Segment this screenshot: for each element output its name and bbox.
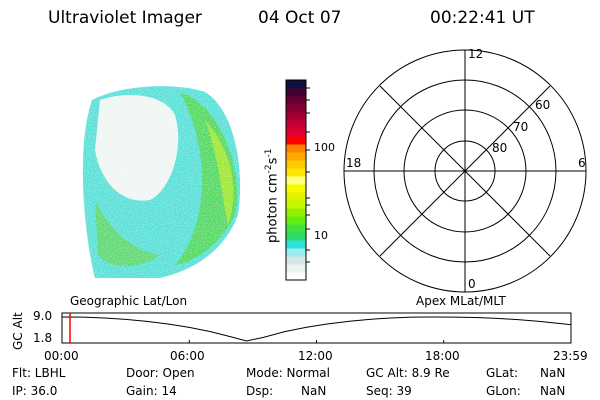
mlt-label-18: 18 xyxy=(346,156,362,170)
colorbar-band xyxy=(286,160,306,169)
colorbar-band xyxy=(286,104,306,113)
xtick-1200: 12:00 xyxy=(298,349,333,363)
door-status: Door: Open xyxy=(126,366,195,380)
mlt-label-12: 12 xyxy=(468,47,484,61)
ytick-9: 9.0 xyxy=(33,309,53,323)
colorbar-band xyxy=(286,248,306,257)
lat-label-80: 80 xyxy=(492,141,508,155)
ip-status: IP: 36.0 xyxy=(12,384,58,398)
colorbar-band xyxy=(286,224,306,233)
polar-diagonal xyxy=(379,85,551,257)
timeline-frame xyxy=(61,312,572,344)
lat-label-60: 60 xyxy=(535,98,551,112)
ytick-1-8: 1.8 xyxy=(33,331,53,345)
colorbar-band xyxy=(286,88,306,97)
colorbar-tick-10: 10 xyxy=(314,229,328,242)
colorbar-band xyxy=(286,96,306,105)
colorbar-band xyxy=(286,152,306,161)
apex-label: Apex MLat/MLT xyxy=(416,294,506,308)
colorbar-band xyxy=(286,216,306,225)
geographic-label: Geographic Lat/Lon xyxy=(70,294,188,308)
seq-status: Seq: 39 xyxy=(366,384,412,398)
colorbar-band xyxy=(286,264,306,273)
colorbar-band xyxy=(286,272,306,281)
xtick-0600: 06:00 xyxy=(170,349,205,363)
colorbar-band xyxy=(286,176,306,185)
xtick-2359: 23:59 xyxy=(553,349,588,363)
xtick-0000: 00:00 xyxy=(44,349,79,363)
mlt-label-0: 0 xyxy=(468,277,476,291)
colorbar-band xyxy=(286,80,306,89)
instrument-title: Ultraviolet Imager xyxy=(48,8,202,28)
colorbar-band xyxy=(286,184,306,193)
colorbar-band xyxy=(286,256,306,265)
mode-status: Mode: Normal xyxy=(246,366,330,380)
colorbar-band xyxy=(286,192,306,201)
gain-status: Gain: 14 xyxy=(126,384,177,398)
gc-alt-status: GC Alt: 8.9 Re xyxy=(366,366,450,380)
glon-value: NaN xyxy=(540,384,566,398)
colorbar-frame xyxy=(285,79,307,281)
colorbar-band xyxy=(286,232,306,241)
colorbar-band xyxy=(286,136,306,145)
colorbar-band xyxy=(286,200,306,209)
filter-status: Flt: LBHL xyxy=(12,366,66,380)
colorbar-band xyxy=(286,120,306,129)
colorbar-band xyxy=(286,240,306,249)
xtick-1800: 18:00 xyxy=(425,349,460,363)
glat-label: GLat: xyxy=(486,366,519,380)
dsp-label: Dsp: xyxy=(246,384,274,398)
lat-label-70: 70 xyxy=(513,120,529,134)
date-label: 04 Oct 07 xyxy=(258,8,342,28)
time-label: 00:22:41 UT xyxy=(430,8,535,28)
dsp-value: NaN xyxy=(301,384,327,398)
glon-label: GLon: xyxy=(486,384,521,398)
colorbar-band xyxy=(286,112,306,121)
colorbar-band xyxy=(286,168,306,177)
colorbar-band xyxy=(286,208,306,217)
colorbar-band xyxy=(286,144,306,153)
mlt-label-6: 6 xyxy=(578,156,586,170)
altitude-line xyxy=(61,316,571,342)
glat-value: NaN xyxy=(540,366,566,380)
colorbar-band xyxy=(286,128,306,137)
colorbar-tick-100: 100 xyxy=(314,141,335,154)
